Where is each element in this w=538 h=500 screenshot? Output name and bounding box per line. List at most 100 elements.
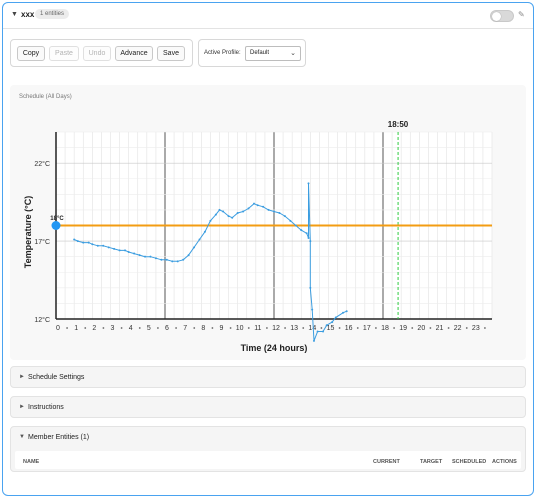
temperature-history-point — [91, 243, 94, 246]
temperature-history-point — [133, 252, 136, 255]
x-tick-label: 8 — [201, 325, 205, 332]
x-tick-label: 3 — [111, 325, 115, 332]
temperature-history-point — [307, 236, 310, 239]
x-tick-dot — [447, 327, 450, 329]
chevron-down-icon: ⌄ — [290, 50, 296, 57]
profile-box: Active Profile: Default ⌄ — [198, 39, 306, 67]
x-tick-dot — [284, 327, 286, 329]
now-marker-label: 18:50 — [388, 120, 409, 129]
temperature-history-point — [273, 210, 275, 213]
temperature-history-point — [242, 210, 245, 213]
enable-toggle[interactable] — [490, 10, 514, 22]
temperature-history-point — [138, 254, 141, 257]
temperature-history-point — [236, 212, 239, 215]
chart-axes: 12°C17°C22°C0 1 2 3 4 5 6 7 8 9 10 11 12 13 14 15 16 17 18… — [34, 132, 492, 332]
x-tick-dot — [302, 327, 305, 329]
temperature-history-point — [253, 202, 256, 205]
x-tick-dot — [211, 327, 214, 329]
temperature-history-point — [187, 254, 190, 257]
chart-marks — [51, 132, 492, 342]
temperature-history-point — [124, 249, 127, 252]
temperature-history-point — [107, 246, 110, 249]
x-tick-dot — [393, 327, 395, 329]
x-tick-dot — [266, 327, 268, 329]
temperature-history-point — [218, 208, 221, 211]
x-tick-label: 15 — [327, 325, 335, 332]
temperature-history-point — [278, 212, 281, 215]
temperature-history-point — [325, 324, 328, 327]
schedule-settings-title: Schedule Settings — [28, 374, 85, 381]
card-header[interactable]: ▼ xxx 1 entities ✎ — [3, 3, 533, 29]
temperature-history-point — [82, 241, 85, 244]
card-title: xxx — [21, 10, 35, 19]
temperature-history-point — [267, 208, 270, 211]
temperature-history-point — [316, 330, 319, 333]
x-tick-label: 21 — [436, 325, 444, 332]
temperature-history-point — [331, 321, 334, 324]
temperature-history-point — [334, 316, 337, 319]
expand-triangle-icon: ► — [19, 404, 25, 410]
x-tick-label: 13 — [290, 325, 298, 332]
column-header-current: CURRENT — [373, 459, 400, 465]
temperature-history-point — [283, 215, 286, 218]
temperature-history-point — [300, 229, 303, 232]
temperature-history-point — [311, 308, 314, 311]
x-tick-label: 6 — [165, 325, 169, 332]
temperature-history-point — [345, 310, 348, 313]
save-button[interactable]: Save — [157, 46, 185, 61]
member-table — [15, 451, 521, 469]
x-tick-dot — [375, 327, 377, 329]
setpoint-handle-label: 18°C — [50, 216, 64, 222]
x-tick-dot — [465, 327, 468, 329]
column-header-name: NAME — [23, 459, 40, 465]
temperature-history-point — [309, 240, 312, 243]
x-tick-label: 23 — [472, 325, 480, 332]
x-tick-label: 2 — [92, 325, 96, 332]
x-tick-label: 20 — [417, 325, 425, 332]
edit-pencil-icon[interactable]: ✎ — [518, 10, 525, 19]
copy-button[interactable]: Copy — [17, 46, 45, 61]
temperature-history-point — [144, 255, 147, 258]
collapse-triangle-icon: ▼ — [19, 434, 25, 440]
profile-select[interactable]: Default ⌄ — [245, 46, 301, 61]
collapse-triangle-icon[interactable]: ▼ — [11, 11, 18, 18]
temperature-history-point — [222, 210, 225, 213]
x-tick-label: 7 — [183, 325, 187, 332]
x-tick-label: 12 — [272, 325, 280, 332]
member-entities-section[interactable]: ▼ Member Entities (1) NAME CURRENT TARGE… — [10, 426, 526, 472]
x-tick-label: 14 — [308, 325, 316, 332]
instructions-title: Instructions — [28, 404, 64, 411]
x-tick-dot — [84, 327, 87, 329]
member-entities-title: Member Entities (1) — [28, 434, 90, 441]
x-tick-label: 19 — [399, 325, 407, 332]
x-tick-dot — [157, 327, 159, 329]
undo-button[interactable]: Undo — [83, 46, 111, 61]
temperature-history-point — [305, 232, 308, 235]
x-tick-dot — [175, 327, 177, 329]
y-tick-label: 17°C — [34, 238, 50, 246]
x-tick-dot — [338, 327, 341, 329]
temperature-history-point — [256, 204, 259, 207]
x-tick-dot — [229, 327, 232, 329]
schedule-settings-section[interactable]: ► Schedule Settings — [10, 366, 526, 388]
paste-button[interactable]: Paste — [49, 46, 79, 61]
temperature-history-point — [165, 258, 168, 261]
advance-button[interactable]: Advance — [115, 46, 153, 61]
temperature-history-point — [342, 311, 345, 314]
temperature-history-point — [149, 255, 152, 258]
temperature-history-point — [87, 241, 90, 244]
x-tick-dot — [193, 327, 196, 329]
x-tick-dot — [102, 327, 105, 329]
setpoint-handle[interactable] — [51, 221, 61, 230]
expand-triangle-icon: ► — [19, 374, 25, 380]
y-tick-label: 12°C — [34, 316, 50, 324]
x-tick-label: 17 — [363, 325, 371, 332]
x-tick-label: 0 — [56, 325, 60, 332]
x-tick-label: 18 — [381, 325, 389, 332]
column-header-actions: ACTIONS — [492, 459, 517, 465]
instructions-section[interactable]: ► Instructions — [10, 396, 526, 418]
temperature-history-point — [231, 216, 234, 219]
x-axis-label: Time (24 hours) — [241, 343, 308, 353]
temperature-history-point — [118, 249, 121, 252]
